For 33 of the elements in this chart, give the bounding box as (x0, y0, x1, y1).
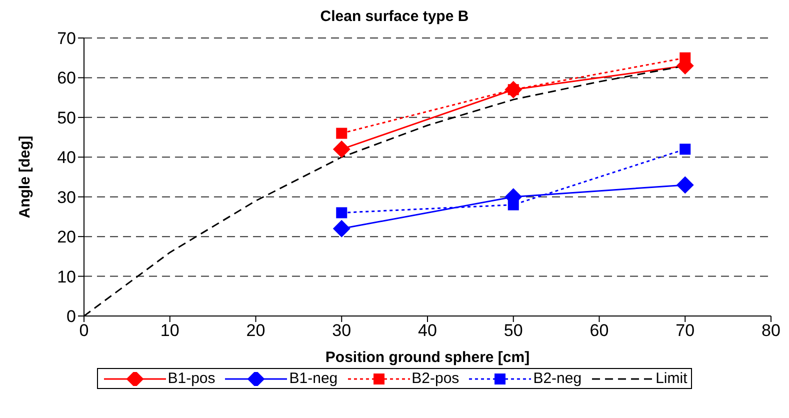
chart-title: Clean surface type B (319, 8, 470, 27)
y-tick-label: 10 (57, 267, 76, 286)
y-tick-label: 40 (57, 148, 76, 168)
point (680, 144, 691, 155)
legend-label: B1-pos (168, 370, 216, 387)
x-tick-label: 30 (332, 321, 352, 340)
legend-label: B1-neg (289, 370, 338, 387)
x-tick-label: 20 (246, 321, 266, 340)
y-tick-label: 50 (57, 108, 76, 128)
x-tick-label: 0 (79, 321, 89, 340)
point (336, 207, 348, 218)
y-tick-label: 20 (57, 228, 76, 247)
x-tick-label: 80 (762, 321, 780, 340)
y-axis-title: Angle [deg] (16, 136, 34, 218)
point (676, 176, 694, 194)
legend-label: Limit (656, 370, 688, 387)
x-axis-title: Position ground sphere [cm] (325, 349, 530, 366)
x-tick-label: 50 (504, 321, 523, 340)
x-tick-label: 60 (590, 321, 609, 340)
legend-label: B2-pos (412, 370, 460, 387)
point (680, 52, 691, 64)
point (333, 220, 350, 238)
y-tick-label: 30 (57, 188, 76, 207)
x-tick-label: 70 (676, 321, 695, 340)
y-tick-label: 70 (57, 29, 76, 48)
x-tick-label: 40 (418, 321, 437, 340)
y-tick-label: 0 (66, 307, 76, 326)
point (508, 199, 519, 210)
point (336, 128, 348, 139)
y-tick-label: 60 (57, 68, 76, 88)
point (333, 140, 350, 158)
legend-label: B2-neg (533, 370, 582, 387)
x-tick-label: 10 (160, 321, 180, 340)
